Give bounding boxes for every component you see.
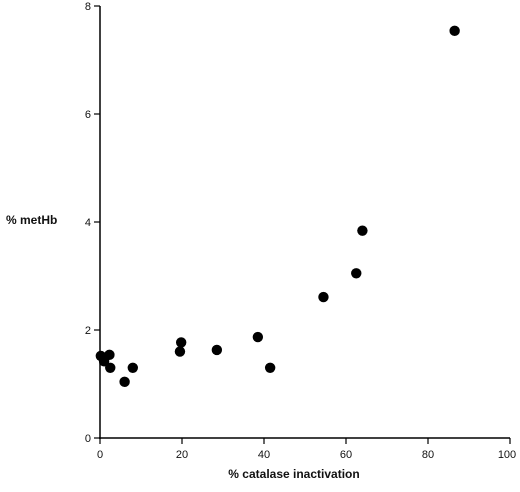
- x-tick-label-3: 60: [340, 449, 352, 461]
- data-point-7: [175, 337, 187, 348]
- x-tick-label-0: 0: [97, 449, 103, 461]
- y-tick-label-2: 4: [85, 217, 91, 229]
- data-point-5: [127, 362, 138, 373]
- x-axis-title: % catalase inactivation: [228, 467, 359, 481]
- y-tick-label-1: 2: [85, 325, 91, 337]
- y-tick-label-4: 8: [85, 1, 91, 13]
- data-point-14: [449, 25, 460, 37]
- data-point-4: [119, 376, 130, 388]
- x-tick-label-1: 20: [176, 449, 188, 461]
- y-ticks: 0 2 4 6 8: [85, 1, 100, 445]
- x-ticks: 0 20 40 60 80 100: [97, 438, 516, 461]
- y-axis-title: % metHb: [6, 213, 57, 227]
- data-point-3: [105, 362, 116, 373]
- data-point-13: [357, 225, 368, 236]
- data-point-8: [211, 344, 223, 356]
- data-point-6: [174, 346, 186, 357]
- data-point-9: [252, 331, 264, 343]
- data-point-11: [318, 291, 329, 303]
- x-tick-label-4: 80: [422, 449, 434, 461]
- data-point-10: [264, 362, 276, 373]
- y-tick-label-0: 0: [85, 433, 91, 445]
- data-points: [95, 25, 460, 388]
- x-tick-label-2: 40: [258, 449, 270, 461]
- data-point-12: [351, 268, 362, 279]
- data-point-2: [104, 349, 115, 361]
- y-tick-label-3: 6: [85, 109, 91, 121]
- x-tick-label-5: 100: [498, 449, 516, 461]
